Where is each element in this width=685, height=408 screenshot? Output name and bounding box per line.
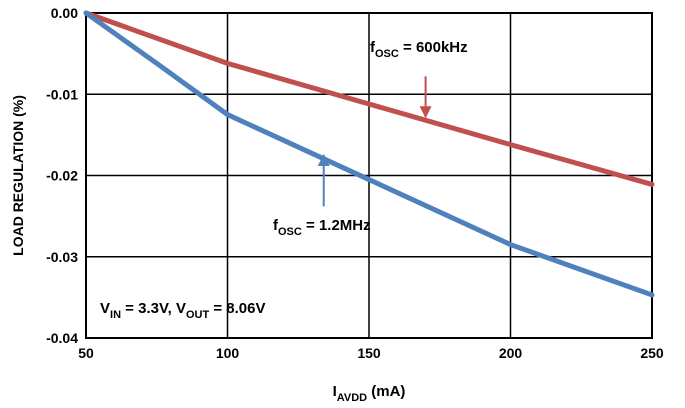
x-tick-label: 100	[216, 345, 240, 361]
label-fosc-600khz: fOSC = 600kHz	[370, 39, 468, 60]
grid	[85, 12, 653, 339]
series-line-1-2mhz	[83, 10, 655, 298]
x-tick-label: 150	[357, 345, 381, 361]
y-tick-label: -0.02	[46, 168, 78, 184]
x-axis-label-sub: AVDD	[337, 392, 367, 404]
x-tick-label: 200	[499, 345, 523, 361]
x-axis-label: IAVDD (mA)	[333, 383, 406, 404]
y-tick-label: 0.00	[51, 5, 78, 21]
annotation-layer: fOSC = 600kHz fOSC = 1.2MHz VIN = 3.3V, VO…	[100, 39, 468, 321]
series-line-600khz	[83, 10, 655, 187]
x-axis-label-main: I	[333, 383, 337, 400]
x-tick-label: 50	[78, 345, 94, 361]
plot-frame	[85, 12, 653, 339]
label-test-conditions: VIN = 3.3V, VOUT = 8.06V	[100, 300, 265, 321]
y-tick-label: -0.01	[46, 86, 78, 102]
x-tick-label: 250	[640, 345, 664, 361]
x-tick-labels: 50 100 150 200 250	[78, 345, 664, 361]
x-axis-label-unit: (mA)	[367, 383, 405, 400]
series-layer	[83, 10, 655, 298]
label-fosc-1-2mhz: fOSC = 1.2MHz	[273, 217, 371, 238]
y-axis-label: LOAD REGULATION (%)	[10, 95, 26, 256]
y-tick-label: -0.04	[46, 330, 78, 346]
y-tick-labels: 0.00 -0.01 -0.02 -0.03 -0.04	[46, 5, 78, 346]
y-tick-label: -0.03	[46, 249, 78, 265]
